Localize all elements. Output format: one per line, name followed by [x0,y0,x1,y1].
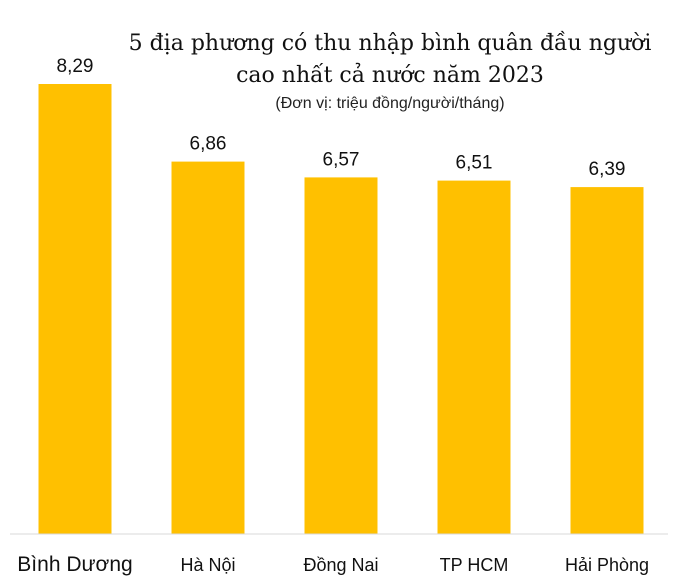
bar-3 [437,180,511,534]
bar-4 [570,187,644,534]
category-label-0: Bình Dương [17,553,132,576]
bar-1 [171,161,245,534]
value-label-4: 6,39 [589,159,626,180]
value-label-3: 6,51 [456,153,493,174]
value-label-1: 6,86 [190,134,227,155]
category-label-2: Đồng Nai [303,555,378,575]
category-label-3: TP HCM [440,555,509,575]
chart-title-line-2: cao nhất cả nước năm 2023 [236,62,544,88]
bar-0 [38,84,112,534]
value-label-2: 6,57 [323,149,360,170]
chart-subtitle: (Đơn vị: triệu đồng/người/tháng) [275,95,504,112]
bar-2 [304,177,378,534]
bars-group: 8,29 Bình Dương 6,86 Hà Nội 6,57 Đồng Nai 6,51… [17,56,649,576]
category-label-4: Hải Phòng [565,555,649,575]
value-label-0: 8,29 [57,56,94,77]
category-label-1: Hà Nội [180,555,235,575]
chart-title-line-1: 5 địa phương có thu nhập bình quân đầu n… [129,30,652,56]
